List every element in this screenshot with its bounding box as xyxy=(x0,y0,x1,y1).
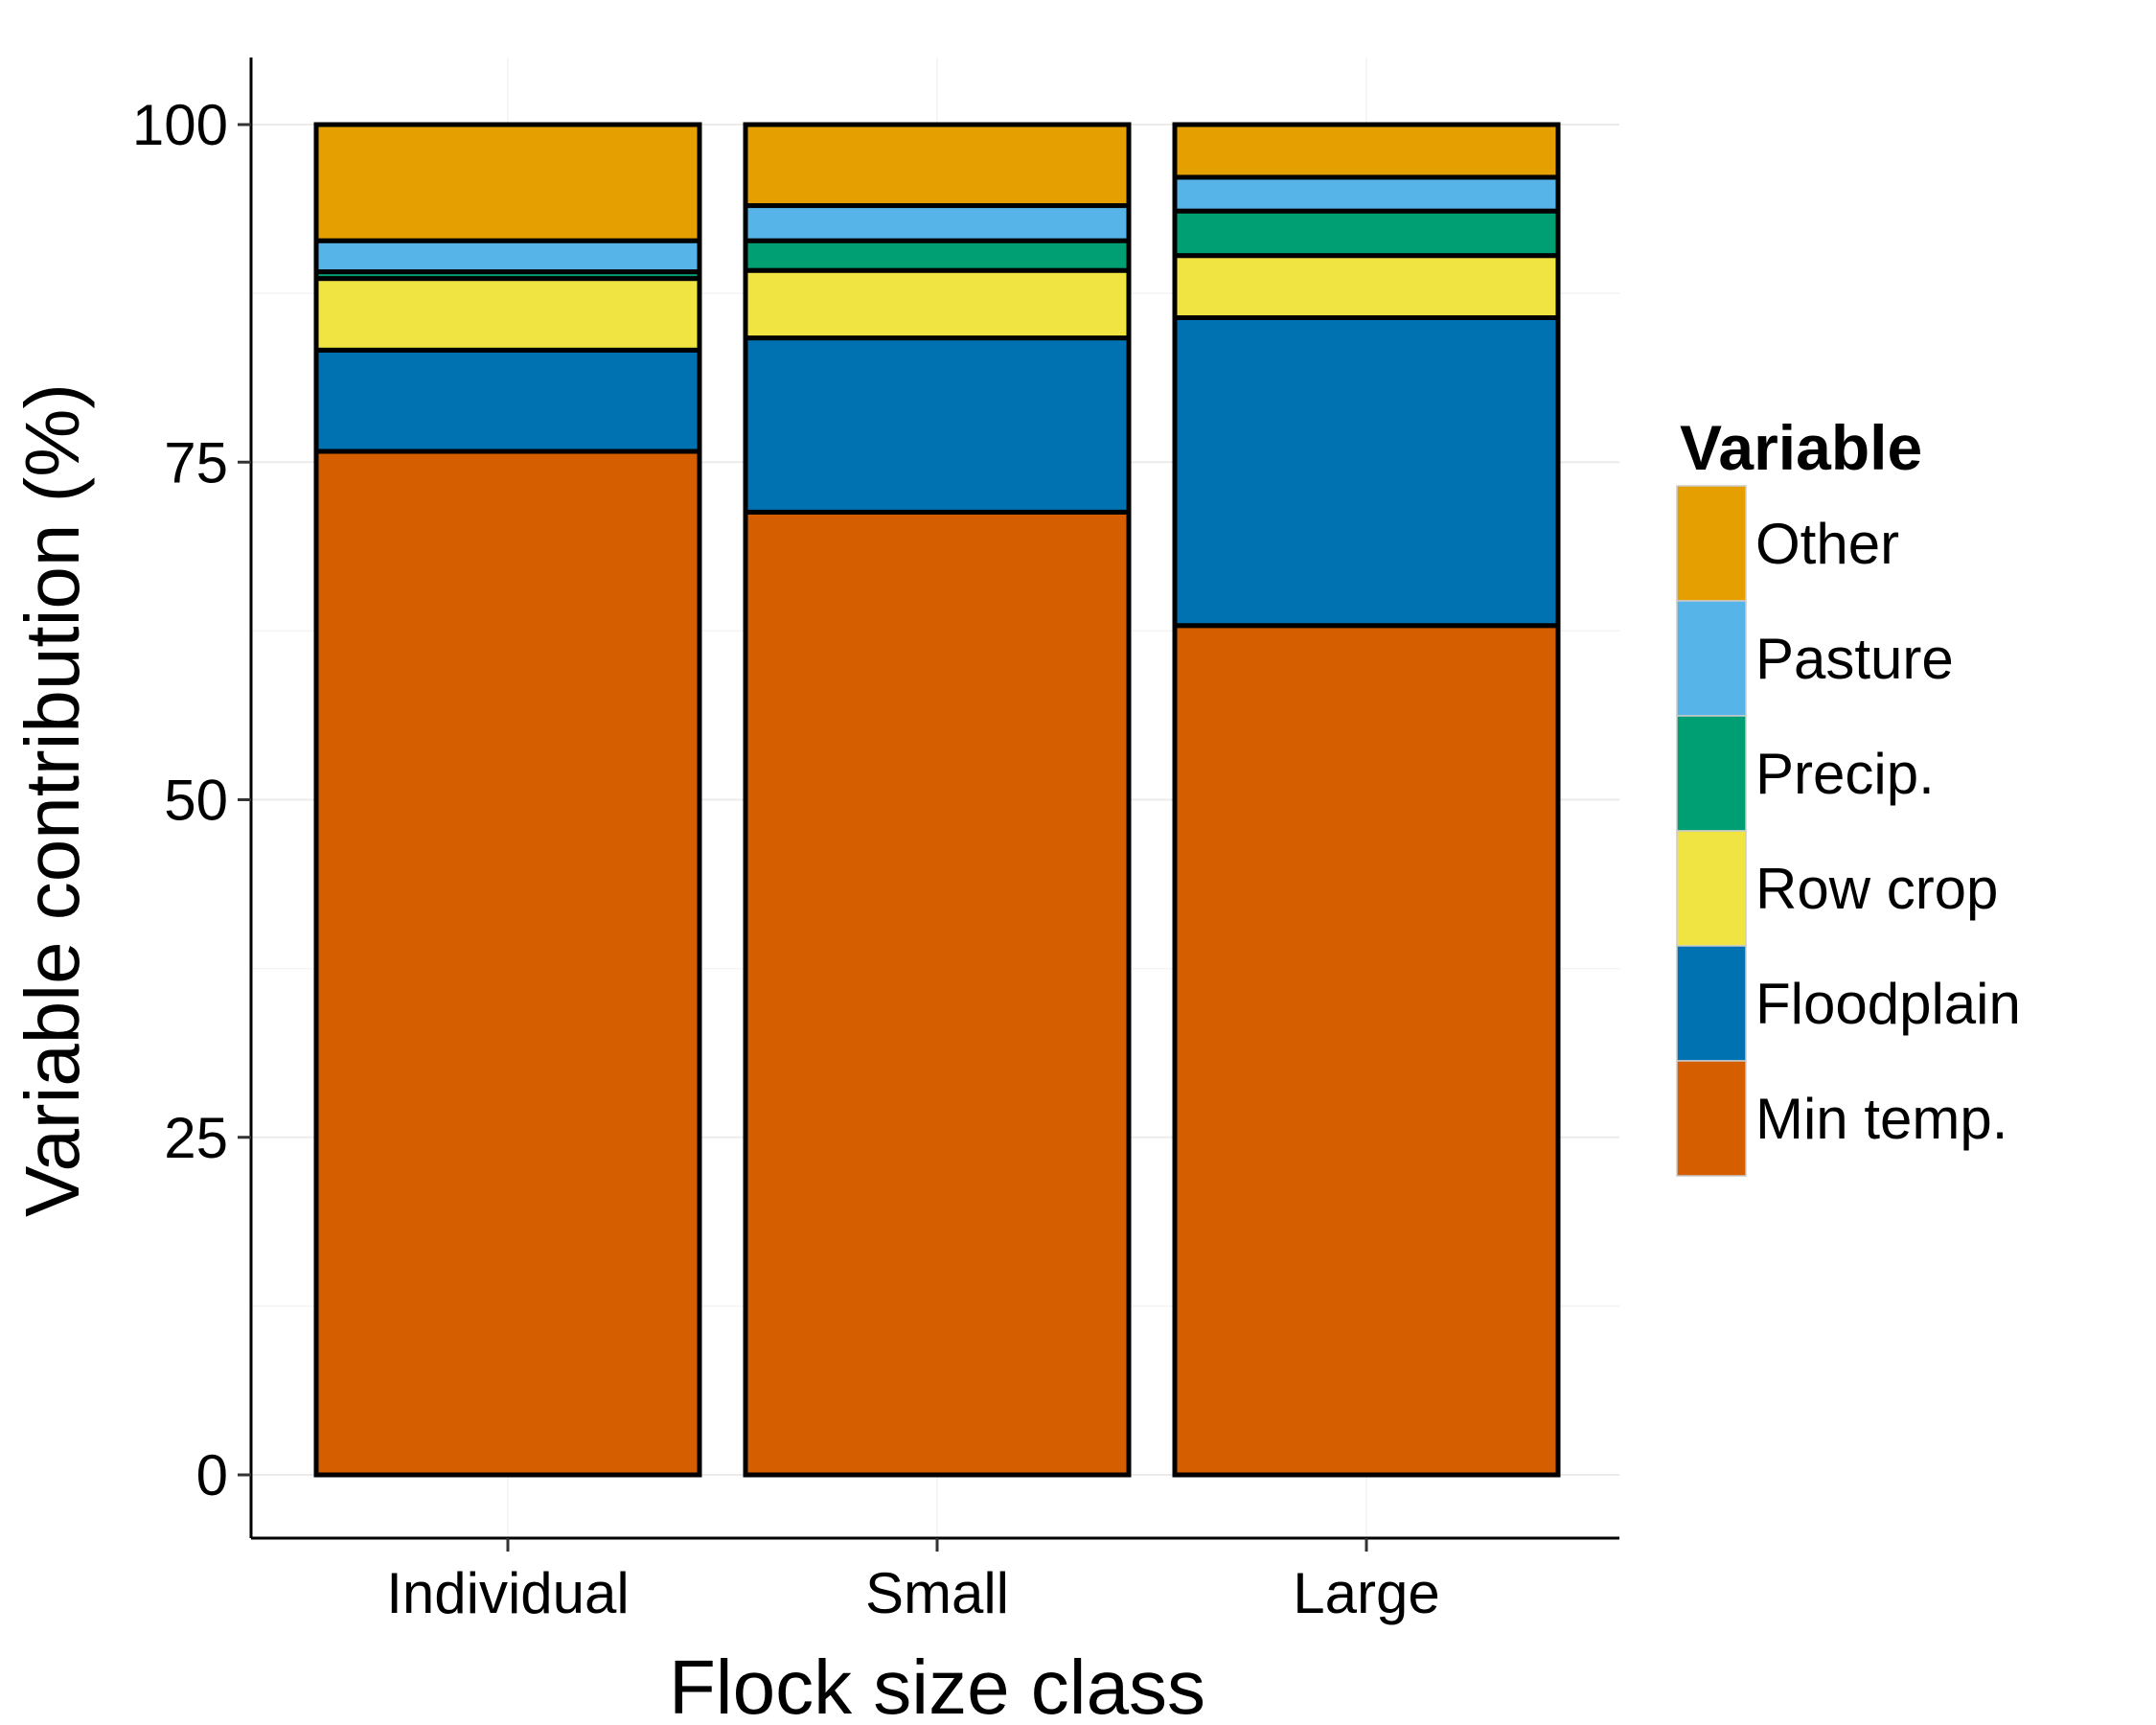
bar-segment-small-precip xyxy=(743,238,1132,273)
bar-segment-small-row-crop xyxy=(743,267,1132,341)
bar-segment-individual-pasture xyxy=(313,238,702,275)
y-tick-label: 75 xyxy=(164,430,228,494)
y-axis-title: Variable contribution (%) xyxy=(10,383,95,1217)
legend-label: Pasture xyxy=(1755,627,1954,691)
legend-key-min-temp xyxy=(1676,1060,1747,1177)
x-tick-labels: Individual Small Large xyxy=(386,1538,1440,1625)
bar-segment-individual-other xyxy=(313,122,702,243)
legend-title: Variable xyxy=(1680,412,1922,483)
axes xyxy=(249,58,1619,1540)
y-tick-label: 0 xyxy=(196,1443,228,1507)
bar-segment-large-precip xyxy=(1172,208,1561,259)
legend-key-other xyxy=(1676,485,1747,602)
bars xyxy=(313,122,1561,1478)
bar-segment-large-pasture xyxy=(1172,174,1561,214)
bar-segment-large-other xyxy=(1172,122,1561,180)
legend: Variable Other Pasture Precip. Row crop Floo… xyxy=(1676,412,2021,1177)
y-tick-label: 100 xyxy=(132,93,228,157)
legend-label: Precip. xyxy=(1755,742,1935,806)
y-tick-labels: 0 25 50 75 100 xyxy=(132,93,251,1507)
legend-label: Other xyxy=(1755,512,1899,576)
bar-segment-small-floodplain xyxy=(743,335,1132,515)
y-tick-label: 50 xyxy=(164,769,228,833)
legend-label: Row crop xyxy=(1755,857,1998,921)
legend-key-floodplain xyxy=(1676,945,1747,1062)
x-tick-label-individual: Individual xyxy=(386,1561,630,1625)
bar-segment-small-pasture xyxy=(743,203,1132,243)
x-tick-label-large: Large xyxy=(1293,1561,1439,1625)
legend-key-pasture xyxy=(1676,600,1747,717)
bar-segment-individual-row-crop xyxy=(313,276,702,353)
x-axis-title: Flock size class xyxy=(669,1644,1205,1725)
legend-key-precip xyxy=(1676,715,1747,832)
legend-key-row-crop xyxy=(1676,830,1747,947)
legend-label: Min temp. xyxy=(1755,1087,2007,1151)
bar-segment-small-other xyxy=(743,122,1132,209)
bar-segment-individual-min-temp xyxy=(313,448,702,1478)
y-tick-label: 25 xyxy=(164,1106,228,1170)
x-tick-label-small: Small xyxy=(865,1561,1009,1625)
bar-segment-small-min-temp xyxy=(743,509,1132,1478)
bar-segment-large-row-crop xyxy=(1172,253,1561,320)
bar-segment-large-floodplain xyxy=(1172,314,1561,629)
bar-segment-individual-floodplain xyxy=(313,347,702,454)
legend-label: Floodplain xyxy=(1755,972,2021,1036)
bar-segment-large-min-temp xyxy=(1172,623,1561,1478)
